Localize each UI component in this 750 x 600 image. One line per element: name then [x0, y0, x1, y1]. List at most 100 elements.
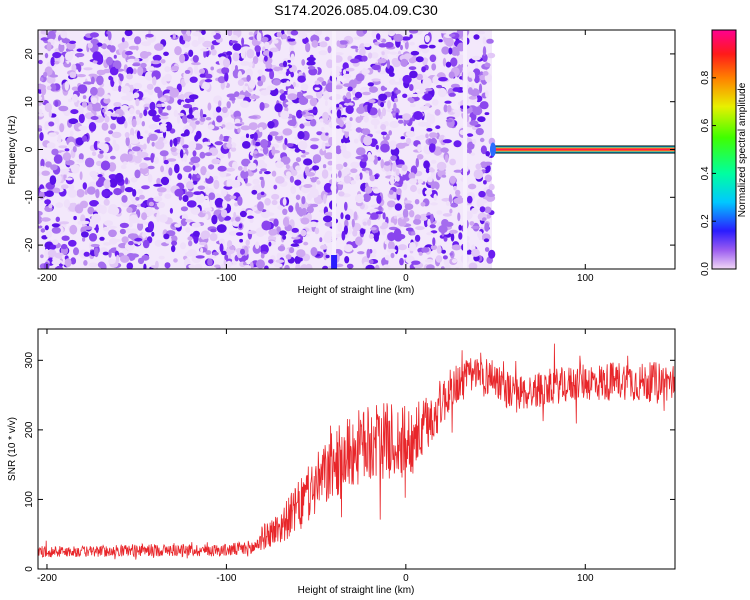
noise-blob	[40, 228, 46, 233]
noise-blob	[40, 37, 49, 41]
colorbar-tick-label: 0.0	[700, 262, 711, 276]
noise-blob	[444, 100, 452, 104]
noise-blob	[182, 104, 193, 109]
noise-blob	[301, 196, 306, 205]
noise-blob	[396, 214, 404, 218]
noise-blob	[158, 214, 168, 223]
noise-blob	[44, 122, 49, 131]
noise-blob	[253, 132, 258, 141]
noise-blob	[295, 91, 304, 99]
noise-blob	[219, 134, 223, 140]
noise-blob	[445, 61, 452, 68]
noise-blob	[278, 70, 284, 74]
noise-blob	[296, 249, 306, 258]
noise-blob	[163, 159, 169, 165]
noise-blob	[472, 106, 483, 116]
noise-blob	[389, 51, 398, 55]
noise-blob	[263, 41, 270, 50]
noise-blob	[106, 40, 113, 46]
noise-blob	[204, 79, 213, 83]
noise-blob	[381, 131, 387, 136]
noise-blob	[186, 114, 194, 119]
noise-blob	[38, 102, 42, 107]
noise-blob	[478, 190, 486, 198]
noise-blob	[338, 40, 348, 45]
noise-blob	[372, 249, 377, 255]
noise-blob	[279, 230, 287, 236]
noise-blob	[73, 215, 77, 221]
noise-blob	[176, 114, 181, 124]
noise-blob	[216, 224, 227, 233]
noise-blob	[89, 32, 99, 38]
gap-spike	[331, 255, 338, 269]
noise-blob	[102, 226, 110, 232]
noise-blob	[443, 236, 448, 242]
noise-blob	[396, 188, 402, 196]
noise-blob	[347, 86, 353, 92]
noise-blob	[319, 41, 328, 48]
noise-blob	[229, 245, 236, 250]
noise-blob	[355, 73, 365, 82]
noise-blob	[214, 141, 223, 146]
noise-blob	[190, 156, 201, 164]
noise-blob	[240, 248, 245, 255]
x-tick-label: -200	[37, 573, 57, 584]
noise-blob	[428, 143, 436, 153]
x-tick-label: 0	[403, 273, 409, 284]
noise-blob	[187, 236, 193, 241]
noise-blob	[96, 160, 103, 167]
noise-blob	[147, 221, 155, 231]
noise-blob	[365, 170, 370, 174]
noise-blob	[211, 214, 218, 225]
noise-blob	[424, 259, 434, 263]
noise-blob	[38, 225, 43, 229]
noise-blob	[192, 230, 200, 237]
noise-blob	[153, 196, 163, 202]
noise-blob	[348, 79, 357, 89]
noise-blob	[322, 215, 333, 223]
noise-blob	[126, 207, 133, 213]
noise-blob	[228, 231, 239, 236]
noise-blob	[410, 50, 420, 56]
noise-blob	[195, 120, 200, 125]
noise-blob	[309, 118, 317, 127]
noise-blob	[363, 193, 371, 203]
noise-blob	[285, 101, 293, 105]
noise-blob	[323, 194, 327, 204]
noise-blob	[322, 111, 329, 122]
noise-blob	[78, 153, 84, 161]
noise-blob	[275, 176, 285, 184]
noise-blob	[479, 137, 485, 143]
noise-blob	[139, 112, 143, 119]
noise-blob	[134, 169, 141, 179]
noise-blob	[120, 255, 130, 263]
noise-blob	[204, 207, 213, 212]
noise-blob	[143, 263, 147, 269]
noise-blob	[475, 163, 482, 170]
noise-blob	[326, 60, 333, 68]
noise-blob	[314, 87, 320, 91]
noise-blob	[286, 143, 294, 148]
noise-blob	[232, 161, 238, 170]
noise-blob	[257, 201, 264, 212]
noise-blob	[224, 72, 229, 82]
noise-blob	[296, 109, 303, 119]
noise-blob	[392, 112, 396, 116]
noise-blob	[41, 170, 50, 176]
noise-blob	[126, 66, 134, 76]
noise-blob	[273, 218, 279, 227]
noise-blob	[448, 92, 456, 97]
noise-blob	[310, 137, 320, 142]
noise-blob	[39, 77, 44, 82]
noise-blob	[287, 38, 296, 42]
noise-blob	[169, 139, 173, 148]
noise-blob	[458, 224, 462, 231]
noise-blob	[417, 188, 423, 195]
noise-blob	[188, 240, 193, 247]
noise-blob	[121, 85, 131, 94]
noise-blob	[50, 164, 58, 171]
noise-blob	[314, 30, 323, 36]
noise-blob	[468, 95, 477, 100]
noise-blob	[484, 112, 490, 116]
noise-blob	[224, 122, 235, 130]
